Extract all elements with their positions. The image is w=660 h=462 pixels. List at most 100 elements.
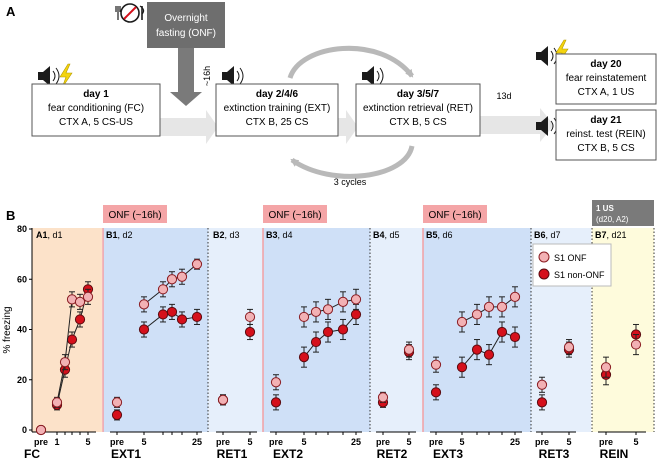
legend-marker-non-onf [538, 268, 550, 280]
onf-point [322, 304, 334, 315]
speaker-icon [38, 66, 60, 86]
day246-title: day 2/4/6 [256, 89, 299, 100]
onf-point [496, 301, 508, 312]
onf-point [35, 424, 47, 436]
gap-13d-label: 13d [496, 91, 511, 101]
bg-ret1 [208, 228, 263, 432]
us-badge-line2: (d20, A2) [596, 215, 629, 224]
onf-badge [263, 205, 327, 223]
day20-line1: fear reinstatement [566, 73, 647, 84]
sublabel-b3: B3, d4 [266, 230, 293, 240]
timeline-arrow-1 [160, 110, 218, 144]
non-onf-point [157, 309, 169, 320]
group-label-rein: REIN [600, 447, 629, 461]
x-tick-label: pre [535, 437, 549, 447]
x-tick-label: 5 [301, 437, 306, 447]
fasting-down-arrow [170, 48, 202, 106]
day21-line1: reinst. test (REIN) [566, 129, 645, 140]
non-onf-point [270, 397, 282, 408]
y-axis-ticks: 0 20 40 60 80 [17, 224, 32, 435]
day246-line1: extinction training (EXT) [224, 103, 331, 114]
x-tick-label: 5 [566, 437, 571, 447]
onf-point [244, 311, 256, 323]
svg-text:B3, d4: B3, d4 [266, 230, 293, 240]
bg-ext2 [263, 228, 370, 432]
onf-point [536, 379, 548, 390]
onf-badge-label: ONF (~16h) [108, 210, 161, 221]
onf-badge [423, 205, 487, 223]
shock-icon [59, 63, 73, 89]
x-tick-label: pre [376, 437, 390, 447]
sublabel-b5: B5, d6 [426, 230, 453, 240]
onf-point [403, 344, 415, 355]
onf-point [166, 274, 178, 285]
x-tick-label: 25 [351, 437, 361, 447]
onf-point [337, 296, 349, 307]
x-tick-label: pre [216, 437, 230, 447]
fasting-box [147, 2, 225, 48]
non-onf-point [111, 409, 123, 421]
us-badge [592, 200, 654, 226]
non-onf-point [322, 326, 334, 338]
onf-point [82, 291, 94, 302]
onf-point [310, 306, 322, 318]
x-tick-label: 5 [85, 437, 90, 447]
svg-text:A1, d1: A1, d1 [36, 230, 63, 240]
day357-box [355, 83, 481, 137]
x-tick-label: 5 [141, 437, 146, 447]
group-label-fc: FC [24, 447, 40, 461]
onf-point [298, 311, 310, 323]
onf-point [630, 339, 642, 350]
x-tick-label: pre [429, 437, 443, 447]
timeline-arrow-2 [338, 110, 358, 144]
x-tick-label: 5 [406, 437, 411, 447]
onf-point [111, 397, 123, 408]
onf-point [509, 291, 521, 302]
non-onf-point [166, 306, 178, 318]
non-onf-point [310, 336, 322, 348]
group-label-ret1: RET1 [217, 447, 248, 461]
day357-line1: extinction retrieval (RET) [363, 103, 473, 114]
onf-point [176, 271, 188, 282]
x-tick-label: pre [269, 437, 283, 447]
non-onf-point [536, 397, 548, 408]
non-onf-point [350, 309, 362, 320]
cycle-arrow-bottom [290, 145, 415, 179]
onf-point [471, 309, 483, 320]
speaker-icon [362, 66, 384, 86]
svg-text:B4, d5: B4, d5 [373, 230, 400, 240]
day21-title: day 21 [590, 115, 622, 126]
non-onf-point [176, 314, 188, 325]
x-tick-label: pre [34, 437, 48, 447]
non-onf-point [471, 344, 483, 355]
cycles-label: 3 cycles [334, 177, 367, 187]
legend: S1 ONF S1 non-ONF [532, 243, 612, 287]
day1-line2: CTX A, 5 CS-US [59, 117, 133, 128]
onf-point [456, 316, 468, 328]
svg-text:B2, d3: B2, d3 [213, 230, 240, 240]
onf-point [483, 301, 495, 312]
no-food-icon [115, 3, 145, 23]
y-tick-label: 80 [17, 224, 27, 234]
non-onf-point [138, 324, 150, 335]
non-onf-point [496, 326, 508, 338]
x-tick-label: 25 [510, 437, 520, 447]
svg-text:B5, d6: B5, d6 [426, 230, 453, 240]
day357-line2: CTX B, 5 CS [389, 117, 447, 128]
speaker-icon [222, 66, 244, 86]
non-onf-point [74, 314, 86, 325]
non-onf-point [456, 362, 468, 373]
onf-point [157, 284, 169, 295]
onf-point [563, 341, 575, 353]
y-tick-label: 20 [17, 375, 27, 385]
y-tick-label: 60 [17, 274, 27, 284]
y-tick-label: 0 [22, 425, 27, 435]
onf-point [51, 397, 63, 408]
x-tick-label: 1 [54, 437, 59, 447]
onf-point [74, 296, 86, 307]
cycle-arrow-top [287, 45, 414, 79]
day246-line2: CTX B, 25 CS [246, 117, 309, 128]
onf-point [59, 357, 71, 368]
non-onf-point [337, 324, 349, 335]
